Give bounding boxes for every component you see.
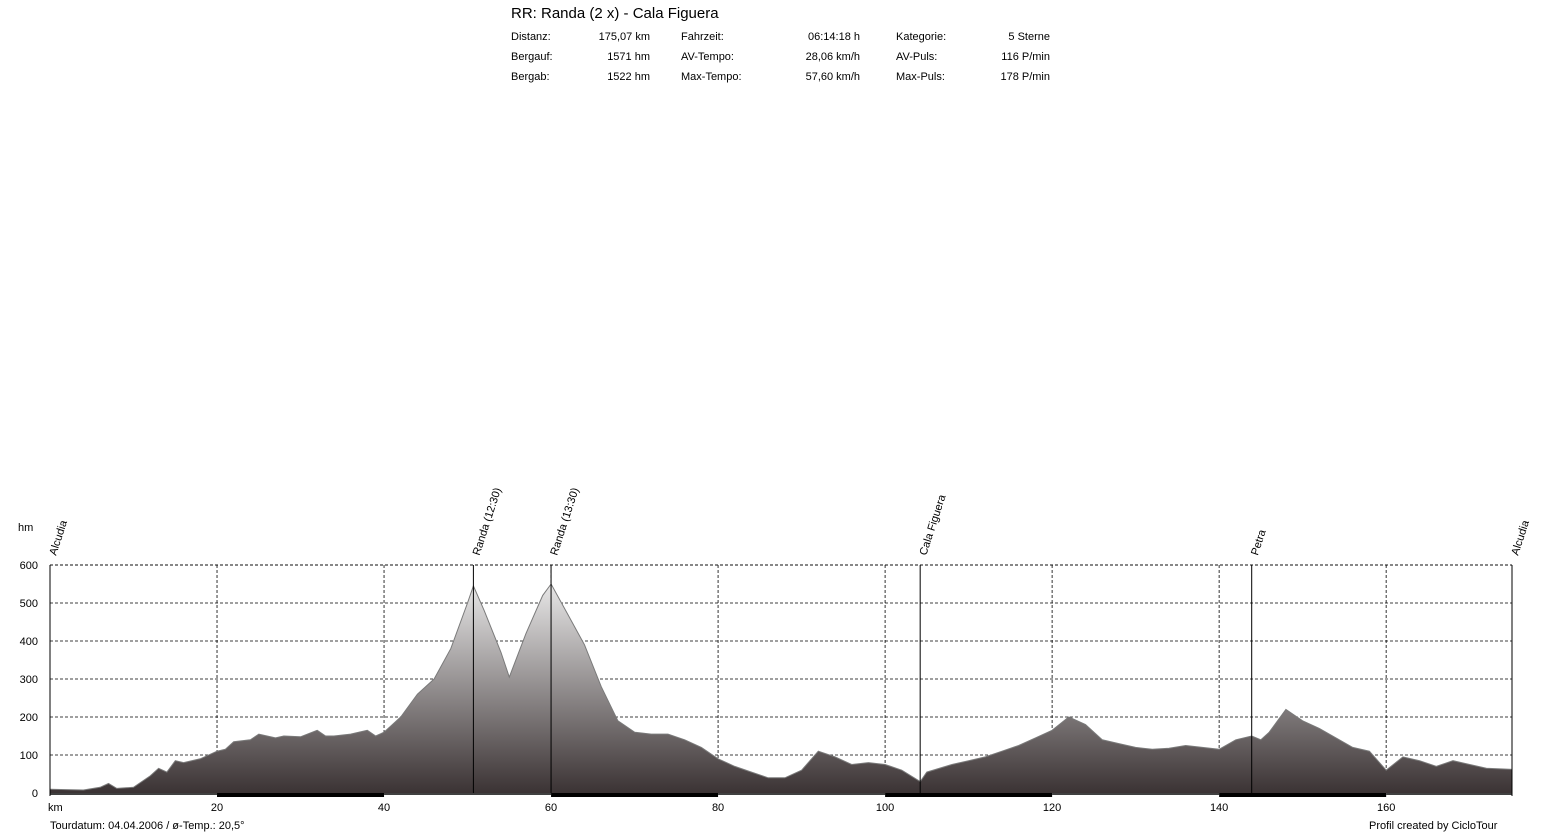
stat-value-ascent: 1571 hm [607, 51, 650, 63]
stat-value-riding-time: 06:14:18 h [808, 31, 860, 43]
stat-label-distance: Distanz: [511, 31, 551, 43]
y-tick-label: 200 [20, 712, 38, 724]
x-tick-label: 20 [211, 802, 223, 814]
waypoint-label: Alcudia [1509, 518, 1532, 557]
tour-title: RR: Randa (2 x) - Cala Figuera [511, 5, 719, 22]
axes: 0 100 200 300 400 500 600 20 40 60 80 100 120 140 160 k… [18, 522, 1513, 814]
km-scale-segment [217, 793, 385, 797]
stat-value-distance: 175,07 km [598, 31, 650, 43]
y-tick-label: 600 [20, 560, 38, 572]
x-tick-label: 80 [712, 802, 724, 814]
x-tick-label: 160 [1377, 802, 1395, 814]
tour-date-temperature: Tourdatum: 04.04.2006 / ø-Temp.: 20,5° [50, 820, 245, 832]
stat-label-category: Kategorie: [896, 31, 947, 43]
x-tick-label: 120 [1043, 802, 1061, 814]
km-scale-segment [885, 793, 1053, 797]
stat-value-max-speed: 57,60 km/h [805, 71, 860, 83]
y-tick-label: 300 [20, 674, 38, 686]
km-scale-segment [1219, 793, 1387, 797]
x-tick-label: 40 [378, 802, 390, 814]
elevation-area [50, 584, 1512, 793]
stat-label-max-pulse: Max-Puls: [896, 71, 945, 83]
stat-value-descent: 1522 hm [607, 71, 650, 83]
stat-label-riding-time: Fahrzeit: [681, 31, 724, 43]
y-tick-label: 500 [20, 598, 38, 610]
profile-credit: Profil created by CicloTour [1369, 820, 1498, 832]
waypoint-label: Randa (12:30) [471, 486, 504, 557]
y-axis-unit-label: hm [18, 522, 33, 534]
stat-value-avg-speed: 28,06 km/h [805, 51, 860, 63]
waypoint-label: Petra [1249, 527, 1269, 557]
km-scale-segment [551, 793, 719, 797]
y-tick-label: 400 [20, 636, 38, 648]
waypoint-label: Cala Figuera [918, 492, 949, 556]
stat-label-ascent: Bergauf: [511, 51, 553, 63]
y-tick-label: 0 [32, 788, 38, 800]
stat-label-avg-pulse: AV-Puls: [896, 51, 938, 63]
x-tick-label: 100 [876, 802, 894, 814]
x-tick-label: 60 [545, 802, 557, 814]
y-tick-label: 100 [20, 750, 38, 762]
waypoint-label: Alcudia [47, 518, 70, 557]
stat-value-max-pulse: 178 P/min [1000, 71, 1050, 83]
x-tick-label: 140 [1210, 802, 1228, 814]
stat-label-max-speed: Max-Tempo: [681, 71, 742, 83]
waypoint-label: Randa (13:30) [548, 486, 581, 557]
stat-value-category: 5 Sterne [1008, 31, 1050, 43]
stat-label-avg-speed: AV-Tempo: [681, 51, 734, 63]
x-axis-unit-label: km [48, 802, 63, 814]
stat-label-descent: Bergab: [511, 71, 550, 83]
stat-value-avg-pulse: 116 P/min [1001, 51, 1050, 63]
